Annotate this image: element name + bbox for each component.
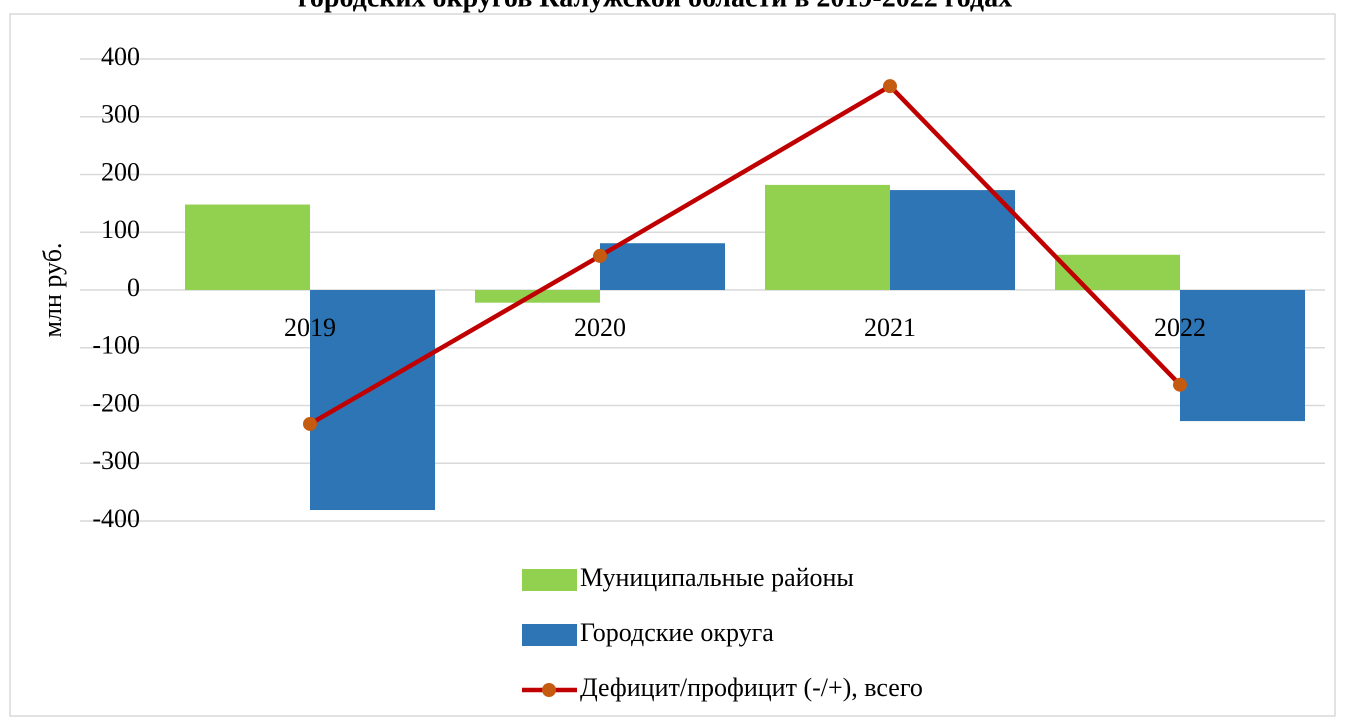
x-tick-label: 2019: [284, 313, 336, 342]
y-tick-label: -100: [92, 331, 140, 360]
y-tick-label: -400: [92, 504, 140, 533]
chart-frame: [9, 13, 1336, 717]
bar: [475, 290, 600, 303]
y-tick-label: -200: [92, 388, 140, 417]
bar: [310, 290, 435, 511]
legend-swatch: [522, 569, 577, 591]
chart-title: городских округов Калужской области в 20…: [298, 0, 1012, 13]
bar: [890, 190, 1015, 290]
y-tick-label: 300: [101, 100, 140, 129]
y-tick-label: 100: [101, 215, 140, 244]
x-tick-label: 2021: [864, 313, 916, 342]
x-tick-label: 2022: [1154, 313, 1206, 342]
y-tick-label: 200: [101, 157, 140, 186]
marker: [1173, 377, 1187, 392]
marker: [303, 416, 317, 431]
marker: [883, 79, 897, 94]
bar: [765, 184, 890, 290]
legend-label: Городские округа: [580, 618, 774, 647]
bar: [600, 243, 725, 290]
y-tick-label: 400: [101, 42, 140, 71]
y-tick-label: 0: [127, 273, 140, 302]
bar: [1055, 254, 1180, 290]
legend-swatch: [542, 683, 556, 697]
line: [308, 83, 1182, 426]
legend-label: Муниципальные районы: [580, 563, 854, 592]
bar: [1180, 290, 1305, 422]
x-tick-label: 2020: [574, 313, 626, 342]
bar: [185, 204, 310, 290]
y-axis-label: млн руб.: [38, 243, 67, 338]
legend-label: Дефицит/профицит (-/+), всего: [580, 673, 923, 702]
legend-swatch: [522, 624, 577, 646]
y-tick-label: -300: [92, 446, 140, 475]
marker: [593, 248, 607, 263]
